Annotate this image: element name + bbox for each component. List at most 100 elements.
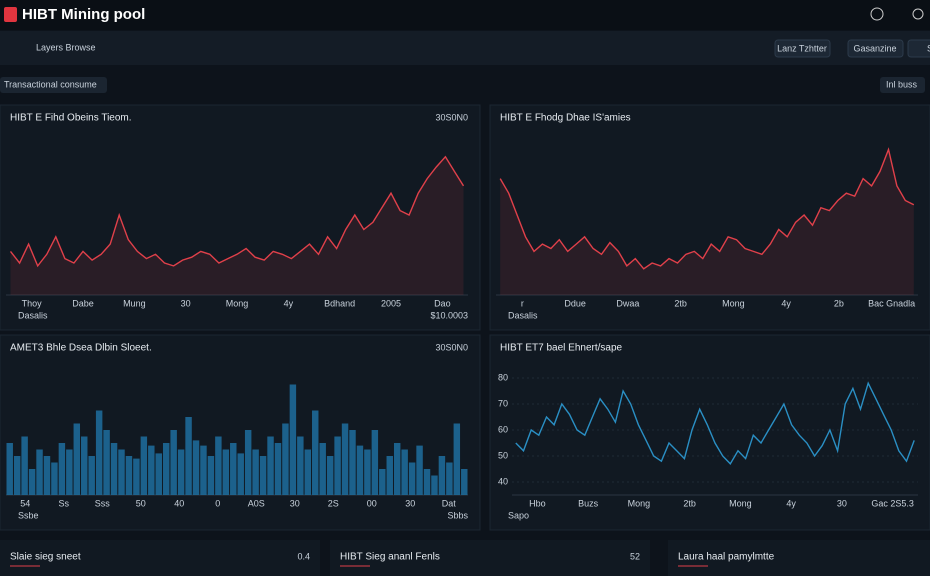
stat-label: Laura haal pamylmtte — [678, 552, 775, 563]
icon[interactable] — [912, 8, 924, 20]
x-tick-label: 2S — [328, 498, 339, 508]
bar — [6, 443, 13, 495]
bar — [267, 436, 274, 495]
icon[interactable] — [870, 7, 884, 21]
x-tick-label: Dwaa — [616, 298, 639, 308]
x-tick-label: 0 — [215, 498, 220, 508]
x-tick-label: 30 — [405, 498, 415, 508]
bar — [349, 430, 356, 495]
chart-title: HIBT E Fhodg Dhae IS'amies — [500, 113, 631, 124]
button-label[interactable]: Gasanzine — [853, 43, 896, 53]
chart-title: HIBT E Fihd Obeins Tieom. — [10, 113, 132, 124]
filter[interactable]: Inl buss — [886, 79, 918, 89]
bar — [431, 475, 438, 495]
bar — [326, 456, 334, 495]
x-tick-label: 50 — [136, 498, 146, 508]
stat-label: HIBT Sieg ananl Fenls — [340, 552, 440, 563]
chart-title: HIBT ET7 bael Ehnert/sape — [500, 343, 623, 354]
x-tick-label: Mung — [123, 298, 146, 308]
bar — [416, 445, 423, 495]
bar — [177, 449, 185, 495]
bar — [408, 462, 416, 495]
bar — [453, 423, 461, 495]
bar — [312, 410, 319, 495]
stat-card — [330, 540, 650, 576]
x-tick-label: Ddue — [564, 298, 586, 308]
bar — [200, 445, 207, 495]
x-tick-label: 00 — [367, 498, 377, 508]
bar — [43, 456, 51, 495]
x-tick-label: Ss — [58, 498, 69, 508]
x-tick-label: 54 — [20, 498, 30, 508]
x-tick-label: 4y — [284, 298, 294, 308]
y-tick-label: 50 — [498, 450, 508, 460]
stat-value: 0.4 — [297, 551, 310, 561]
bar — [379, 469, 386, 495]
bar — [58, 443, 66, 495]
stat-value: 52 — [630, 551, 640, 561]
x-tick-label: Dat — [442, 498, 457, 508]
app-title: HIBT Mining pool — [22, 6, 145, 23]
x-tick-label: 2tb — [674, 298, 687, 308]
x-tick-label: 2b — [834, 298, 844, 308]
bar — [28, 469, 36, 495]
x-tick-label: r — [521, 298, 524, 308]
button-label[interactable]: Lanz Tzhtter — [777, 43, 827, 53]
chart-title: AMET3 Bhle Dsea Dlbin Sloeet. — [10, 343, 152, 354]
filter[interactable]: Transactional consume — [4, 79, 97, 89]
x-tick-label: Bdhand — [324, 298, 355, 308]
bar — [95, 410, 103, 495]
x-tick-label: Dabe — [72, 298, 94, 308]
x-tick-label: Thoy — [22, 298, 43, 308]
bar — [185, 417, 192, 495]
bar — [252, 449, 259, 495]
bar — [140, 436, 148, 495]
bar — [364, 449, 371, 495]
bar — [148, 445, 155, 495]
x-tick-label: Hbo — [529, 498, 546, 508]
y-tick-label: 80 — [498, 372, 508, 382]
x-tick-label: A0S — [248, 498, 265, 508]
header-bar — [0, 0, 930, 30]
bar — [222, 449, 230, 495]
bar — [162, 443, 170, 495]
x-tick-label: Buzs — [578, 498, 599, 508]
bar — [341, 423, 349, 495]
bar — [133, 458, 140, 495]
bar — [155, 453, 162, 495]
filter-box[interactable] — [880, 77, 925, 93]
bar — [110, 443, 118, 495]
menu[interactable]: Layers Browse — [36, 42, 96, 52]
bar — [36, 449, 43, 495]
button[interactable] — [847, 39, 904, 58]
bar — [88, 456, 95, 495]
footer-label: Ssbe — [18, 510, 39, 520]
x-tick-label: Gac 2S5.3 — [871, 498, 914, 508]
bar — [103, 430, 110, 495]
x-tick-label: 4y — [781, 298, 791, 308]
bar — [393, 443, 401, 495]
bar — [125, 456, 133, 495]
footer-label: Dasalis — [18, 310, 48, 320]
bar — [371, 430, 379, 495]
bar — [289, 384, 297, 495]
bar — [334, 436, 341, 495]
bar — [192, 440, 200, 495]
x-tick-label: 30 — [837, 498, 847, 508]
stat-card — [0, 540, 320, 576]
x-tick-label: Mong — [226, 298, 249, 308]
button[interactable] — [907, 39, 930, 58]
stat-label: Slaie sieg sneet — [10, 552, 81, 563]
bar — [66, 449, 73, 495]
x-tick-label: 30 — [181, 298, 191, 308]
stat-card — [668, 540, 930, 576]
button[interactable] — [774, 39, 831, 58]
button-label[interactable]: Shd — [927, 43, 930, 53]
bar — [304, 449, 312, 495]
bar — [207, 456, 215, 495]
x-tick-label: 4y — [786, 498, 796, 508]
bar — [215, 436, 222, 495]
bar — [401, 449, 408, 495]
filter-box[interactable] — [0, 77, 107, 93]
